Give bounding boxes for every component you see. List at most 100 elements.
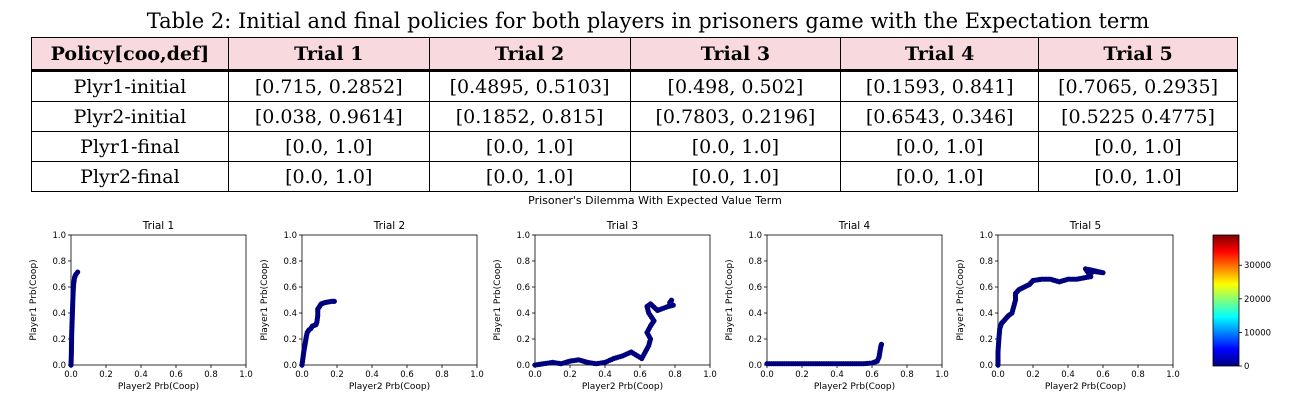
x-tick-label: 1.0 — [470, 370, 484, 380]
table-cell: [0.0, 1.0] — [1038, 161, 1238, 192]
panel-title: Trial 5 — [1069, 220, 1101, 232]
y-tick-label: 0.8 — [979, 257, 993, 267]
x-tick-label: 0.2 — [330, 370, 344, 380]
x-tick-label: 0.6 — [400, 370, 414, 380]
x-tick-label: 0.6 — [865, 370, 879, 380]
y-tick-label: 0.6 — [283, 283, 297, 293]
x-tick-label: 0.4 — [134, 370, 148, 380]
table-cell: [0.498, 0.502] — [629, 69, 842, 102]
table-cell: [0.0, 1.0] — [227, 161, 430, 192]
panel-title: Trial 3 — [606, 220, 638, 232]
x-tick-label: 0.8 — [668, 370, 682, 380]
y-axis-label: Player1 Prb(Coop) — [260, 259, 270, 340]
y-axis-label: Player1 Prb(Coop) — [956, 259, 966, 340]
y-tick-label: 0.0 — [52, 361, 66, 371]
data-point — [68, 362, 74, 368]
colorbar-gradient — [1212, 234, 1240, 367]
row-label: Plyr2-initial — [31, 101, 229, 132]
colorbar-tick-label: 0 — [1244, 362, 1249, 372]
scatter-panel-2: Trial 2 0.0 0.2 0.4 0.6 0.8 1.0 0.0 0.2 0.4 0.6 0.8… — [260, 220, 484, 392]
x-tick-label: 0.0 — [64, 370, 78, 380]
table-cell: [0.0, 1.0] — [1038, 131, 1238, 162]
plot-frame — [70, 234, 247, 366]
x-tick-label: 0.0 — [295, 370, 309, 380]
x-tick-label: 0.8 — [204, 370, 218, 380]
x-tick-label: 0.0 — [760, 370, 774, 380]
y-tick-label: 0.0 — [979, 361, 993, 371]
x-tick-label: 0.2 — [563, 370, 577, 380]
table-caption: Table 2: Initial and final policies for … — [146, 9, 1150, 33]
table-cell: [0.4895, 0.5103] — [428, 69, 631, 102]
header-trial-3: Trial 3 — [629, 37, 842, 71]
y-tick-label: 1.0 — [516, 231, 530, 241]
y-axis-label: Player1 Prb(Coop) — [725, 259, 735, 340]
x-tick-label: 0.2 — [795, 370, 809, 380]
y-tick-label: 0.2 — [283, 335, 297, 345]
x-tick-label: 1.0 — [935, 370, 949, 380]
y-tick-label: 0.4 — [283, 309, 297, 319]
row-label: Plyr1-initial — [31, 69, 229, 102]
data-point — [995, 362, 1001, 368]
table-cell: [0.6543, 0.346] — [840, 101, 1040, 132]
data-point — [532, 362, 538, 368]
y-tick-label: 0.2 — [979, 335, 993, 345]
x-tick-label: 1.0 — [239, 370, 253, 380]
table-cell: [0.5225 0.4775] — [1038, 101, 1238, 132]
x-tick-label: 0.6 — [1096, 370, 1110, 380]
y-tick-label: 0.0 — [516, 361, 530, 371]
data-point — [764, 361, 770, 367]
scatter-figure: Prisoner's Dilemma With Expected Value T… — [0, 190, 1296, 411]
y-tick-label: 0.6 — [748, 283, 762, 293]
table-cell: [0.0, 1.0] — [840, 161, 1040, 192]
plot-frame — [997, 234, 1174, 366]
table-cell: [0.1852, 0.815] — [428, 101, 631, 132]
y-axis-label: Player1 Prb(Coop) — [29, 259, 39, 340]
y-tick-label: 0.2 — [516, 335, 530, 345]
table-cell: [0.0, 1.0] — [227, 131, 430, 162]
x-tick-label: 0.8 — [900, 370, 914, 380]
figure-canvas: Prisoner's Dilemma With Expected Value T… — [29, 194, 1271, 392]
y-tick-label: 0.6 — [516, 283, 530, 293]
x-axis-label: Player2 Prb(Coop) — [814, 382, 895, 392]
table-row: Plyr2-initial [0.038, 0.9614] [0.1852, 0… — [31, 101, 1238, 132]
scatter-panel-1: Trial 1 0.0 0.2 0.4 0.6 0.8 1.0 0.0 0.2 0.4 0.6 0.8… — [29, 220, 253, 392]
figure-title: Prisoner's Dilemma With Expected Value T… — [528, 194, 782, 207]
table-cell: [0.038, 0.9614] — [227, 101, 430, 132]
header-trial-5: Trial 5 — [1038, 37, 1238, 71]
y-tick-label: 1.0 — [748, 231, 762, 241]
scatter-panel-5: Trial 5 0.0 0.2 0.4 0.6 0.8 1.0 0.0 0.2 0.4 0.6 0.8… — [956, 220, 1180, 392]
x-axis-label: Player2 Prb(Coop) — [1045, 382, 1126, 392]
x-axis-label: Player2 Prb(Coop) — [349, 382, 430, 392]
y-tick-label: 0.2 — [748, 335, 762, 345]
x-tick-label: 0.2 — [99, 370, 113, 380]
table-cell: [0.0, 1.0] — [428, 131, 631, 162]
x-tick-label: 0.2 — [1026, 370, 1040, 380]
data-point — [299, 362, 305, 368]
policy-table: Policy[coo,def] Trial 1 Trial 2 Trial 3 … — [31, 37, 1238, 192]
header-trial-1: Trial 1 — [227, 37, 430, 71]
y-tick-label: 0.8 — [748, 257, 762, 267]
x-tick-label: 1.0 — [1166, 370, 1180, 380]
x-tick-label: 0.0 — [991, 370, 1005, 380]
x-tick-label: 0.8 — [435, 370, 449, 380]
header-trial-4: Trial 4 — [840, 37, 1040, 71]
y-tick-label: 0.4 — [979, 309, 993, 319]
y-tick-label: 0.8 — [52, 257, 66, 267]
x-tick-label: 0.4 — [1061, 370, 1075, 380]
x-tick-label: 1.0 — [703, 370, 717, 380]
plot-frame — [301, 234, 478, 366]
x-axis-label: Player2 Prb(Coop) — [582, 382, 663, 392]
y-tick-label: 0.2 — [52, 335, 66, 345]
y-tick-label: 1.0 — [52, 231, 66, 241]
header-policy: Policy[coo,def] — [31, 37, 229, 71]
y-tick-label: 0.4 — [748, 309, 762, 319]
table-row: Plyr1-final [0.0, 1.0] [0.0, 1.0] [0.0, … — [31, 131, 1238, 162]
colorbar: 0 10000 20000 30000 — [1212, 234, 1271, 372]
colorbar-tick-label: 20000 — [1244, 295, 1271, 305]
table-cell: [0.0, 1.0] — [629, 161, 842, 192]
plot-frame — [534, 234, 711, 366]
table-cell: [0.7803, 0.2196] — [629, 101, 842, 132]
table-cell: [0.0, 1.0] — [629, 131, 842, 162]
y-tick-label: 0.6 — [52, 283, 66, 293]
table-cell: [0.1593, 0.841] — [840, 69, 1040, 102]
